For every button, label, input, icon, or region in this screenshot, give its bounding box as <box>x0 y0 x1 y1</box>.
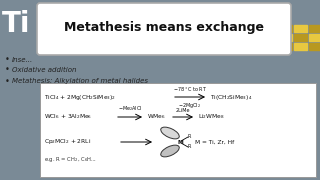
Bar <box>279 43 292 50</box>
Text: M = Ti, Zr, Hf: M = Ti, Zr, Hf <box>195 140 234 145</box>
Bar <box>294 34 307 41</box>
Text: Ti(CH$_2$SiMe$_3$)$_4$: Ti(CH$_2$SiMe$_3$)$_4$ <box>210 93 252 102</box>
Text: $-$78 °C to RT: $-$78 °C to RT <box>173 85 207 93</box>
Bar <box>279 25 292 32</box>
Bar <box>264 43 277 50</box>
Ellipse shape <box>161 127 179 139</box>
Text: R: R <box>188 145 191 150</box>
Text: Ti: Ti <box>2 10 30 38</box>
Text: Metathesis: Alkylation of metal halides: Metathesis: Alkylation of metal halides <box>12 78 148 84</box>
Text: TiCl$_4$ + 2Mg(CH$_2$SiMe$_3$)$_2$: TiCl$_4$ + 2Mg(CH$_2$SiMe$_3$)$_2$ <box>44 93 116 102</box>
Text: R: R <box>188 134 191 140</box>
Text: Metathesis means exchange: Metathesis means exchange <box>64 21 264 35</box>
Bar <box>279 34 292 41</box>
Bar <box>309 43 320 50</box>
Text: $-$2MgCl$_2$: $-$2MgCl$_2$ <box>179 101 202 110</box>
Text: Li$_2$WMe$_8$: Li$_2$WMe$_8$ <box>198 112 225 122</box>
Ellipse shape <box>161 145 179 157</box>
Text: WMe$_6$: WMe$_6$ <box>147 112 166 122</box>
Text: Cp$_2$MCl$_2$ + 2RLi: Cp$_2$MCl$_2$ + 2RLi <box>44 138 91 147</box>
Bar <box>309 25 320 32</box>
Text: 2LiMe: 2LiMe <box>176 108 190 113</box>
Bar <box>294 43 307 50</box>
Text: e.g. R = CH$_2$, C$_6$H...: e.g. R = CH$_2$, C$_6$H... <box>44 156 97 165</box>
Text: M: M <box>178 140 184 145</box>
Text: •: • <box>5 66 10 75</box>
Text: $-$Me$_2$AlCl: $-$Me$_2$AlCl <box>118 104 142 113</box>
FancyBboxPatch shape <box>37 3 291 55</box>
FancyBboxPatch shape <box>40 83 316 177</box>
Bar <box>264 34 277 41</box>
Bar <box>294 25 307 32</box>
Text: •: • <box>5 55 10 64</box>
Bar <box>309 34 320 41</box>
Text: •: • <box>5 76 10 86</box>
Text: Inse...: Inse... <box>12 57 33 63</box>
Bar <box>264 25 277 32</box>
Text: Oxidative addition: Oxidative addition <box>12 67 76 73</box>
Text: WCl$_6$ + 3Al$_2$Me$_6$: WCl$_6$ + 3Al$_2$Me$_6$ <box>44 112 92 122</box>
